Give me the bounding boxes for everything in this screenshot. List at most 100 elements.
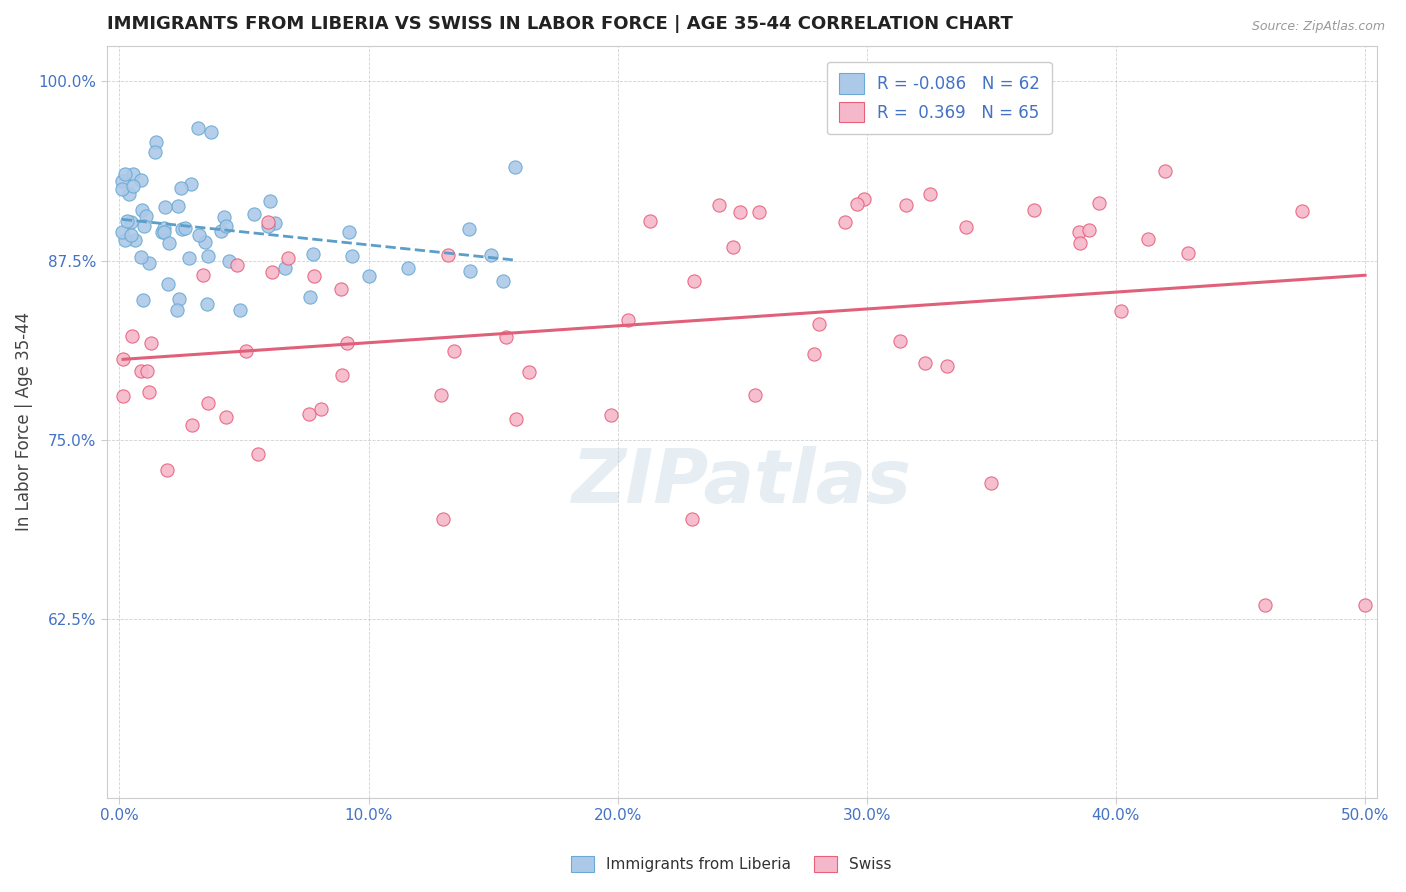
Point: [853, 192, 876, 206]
Point: [436, 248, 458, 262]
Point: [132, 293, 155, 308]
Point: [197, 396, 219, 410]
Text: Source: ZipAtlas.com: Source: ZipAtlas.com: [1251, 20, 1385, 33]
Point: [157, 235, 180, 250]
Point: [302, 247, 325, 261]
Point: [194, 235, 217, 249]
Point: [132, 219, 155, 234]
Point: [803, 347, 825, 361]
Point: [1354, 598, 1376, 612]
Text: ZIPatlas: ZIPatlas: [572, 446, 912, 518]
Point: [129, 173, 152, 187]
Y-axis label: In Labor Force | Age 35-44: In Labor Force | Age 35-44: [15, 312, 32, 532]
Point: [179, 251, 201, 265]
Point: [115, 214, 138, 228]
Point: [336, 336, 359, 351]
Point: [215, 219, 238, 234]
Point: [337, 225, 360, 239]
Point: [138, 385, 160, 400]
Point: [617, 313, 640, 327]
Point: [1291, 204, 1313, 219]
Point: [600, 408, 623, 422]
Point: [1078, 223, 1101, 237]
Point: [257, 215, 280, 229]
Point: [215, 410, 238, 425]
Point: [298, 407, 321, 421]
Point: [894, 198, 917, 212]
Point: [169, 292, 191, 306]
Point: [505, 412, 527, 426]
Point: [264, 216, 287, 230]
Point: [112, 351, 135, 366]
Point: [458, 222, 481, 236]
Point: [460, 263, 482, 277]
Point: [152, 225, 174, 239]
Point: [242, 207, 264, 221]
Point: [120, 227, 142, 242]
Point: [121, 328, 143, 343]
Legend: R = -0.086   N = 62, R =  0.369   N = 65: R = -0.086 N = 62, R = 0.369 N = 65: [827, 62, 1052, 134]
Point: [218, 253, 240, 268]
Point: [834, 214, 856, 228]
Point: [111, 174, 134, 188]
Point: [302, 269, 325, 284]
Point: [200, 125, 222, 139]
Point: [118, 186, 141, 201]
Point: [195, 297, 218, 311]
Point: [357, 268, 380, 283]
Point: [955, 220, 977, 235]
Point: [120, 215, 142, 229]
Point: [111, 182, 134, 196]
Point: [1137, 232, 1160, 246]
Point: [519, 365, 541, 379]
Point: [145, 135, 167, 149]
Point: [503, 160, 526, 174]
Point: [188, 228, 211, 243]
Point: [180, 177, 202, 191]
Point: [135, 209, 157, 223]
Point: [1177, 246, 1199, 260]
Point: [143, 145, 166, 159]
Point: [129, 364, 152, 378]
Point: [173, 220, 195, 235]
Point: [153, 225, 176, 239]
Point: [479, 248, 502, 262]
Point: [744, 388, 766, 402]
Point: [980, 475, 1002, 490]
Point: [1067, 225, 1090, 239]
Point: [309, 401, 332, 416]
Point: [748, 204, 770, 219]
Point: [167, 199, 190, 213]
Point: [492, 274, 515, 288]
Point: [1022, 203, 1045, 218]
Point: [728, 204, 751, 219]
Point: [299, 289, 322, 303]
Point: [721, 240, 744, 254]
Point: [170, 181, 193, 195]
Point: [153, 220, 176, 235]
Point: [1254, 598, 1277, 612]
Point: [808, 317, 831, 331]
Point: [209, 224, 232, 238]
Point: [229, 303, 252, 318]
Point: [889, 334, 911, 348]
Point: [129, 250, 152, 264]
Point: [193, 268, 215, 282]
Point: [114, 167, 136, 181]
Point: [260, 265, 283, 279]
Point: [257, 219, 280, 233]
Point: [432, 511, 454, 525]
Point: [429, 388, 451, 402]
Point: [181, 418, 204, 433]
Point: [122, 167, 145, 181]
Point: [111, 226, 134, 240]
Point: [197, 249, 219, 263]
Point: [340, 249, 363, 263]
Point: [131, 203, 153, 218]
Point: [212, 210, 235, 224]
Point: [1154, 163, 1177, 178]
Legend: Immigrants from Liberia, Swiss: Immigrants from Liberia, Swiss: [564, 848, 898, 880]
Point: [936, 359, 959, 373]
Point: [166, 302, 188, 317]
Point: [1109, 304, 1132, 318]
